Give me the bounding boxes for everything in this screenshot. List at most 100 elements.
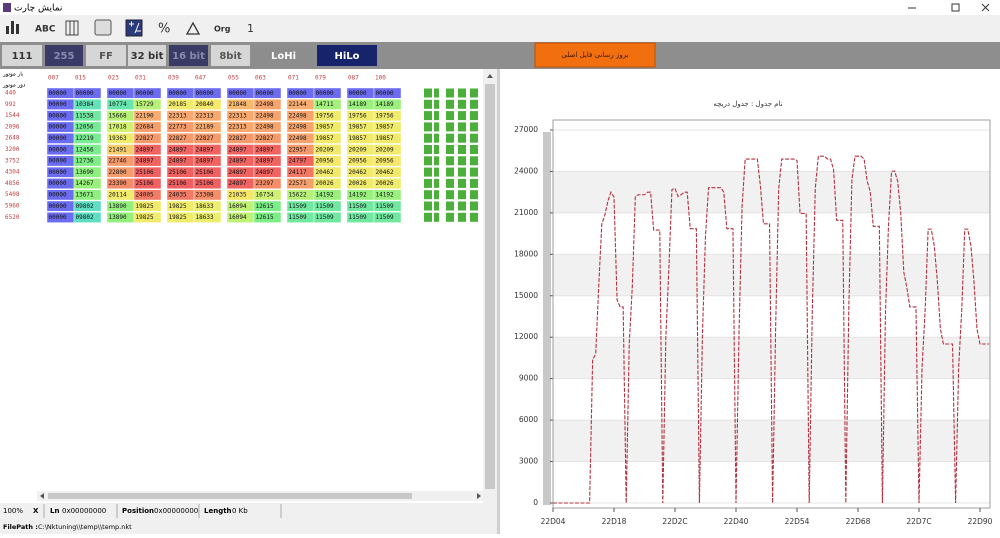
abc-button[interactable]: ABC: [35, 25, 56, 35]
format-button[interactable]: [45, 45, 83, 66]
cell-value: 13890: [109, 203, 127, 210]
format-button-label: LoHi: [271, 51, 296, 62]
cell-value: 24897: [169, 158, 187, 165]
cell-value: 12456: [76, 146, 94, 153]
cell-value: 22957: [289, 146, 307, 153]
status-block: [470, 111, 478, 121]
cell-value: 24035: [169, 192, 187, 199]
cell-value: 24897: [256, 169, 274, 176]
format-button[interactable]: [2, 45, 42, 66]
x-tick-label: 22D18: [602, 517, 627, 526]
format-button-label: 255: [54, 51, 75, 62]
cell: [73, 144, 102, 156]
cell: [73, 212, 102, 223]
plus-minus-icon[interactable]: [125, 19, 143, 37]
cell: [253, 155, 282, 167]
title-bar: [0, 0, 1000, 15]
scroll-up[interactable]: [487, 74, 493, 78]
status-block: [434, 111, 439, 121]
cell: [73, 110, 102, 122]
delta-button[interactable]: [185, 21, 201, 35]
columns-icon[interactable]: [65, 20, 79, 36]
h-scroll-thumb[interactable]: [48, 493, 412, 499]
close-x[interactable]: X: [33, 507, 39, 515]
cell-value: 00000: [49, 158, 67, 165]
cell-value: 15668: [109, 112, 127, 119]
cell-value: 00000: [49, 101, 67, 108]
window-title: نمایش چارت: [14, 4, 62, 14]
one-button[interactable]: 1: [247, 22, 254, 35]
cell: [133, 166, 162, 178]
cell-value: 00000: [49, 180, 67, 187]
cell-value: 19756: [349, 112, 367, 119]
cell-value: 14711: [316, 101, 334, 108]
x-tick-label: 22D7C: [906, 517, 931, 526]
cell-value: 21035: [229, 192, 247, 199]
status-block: [458, 145, 466, 154]
y-tick-label: 0: [533, 498, 538, 507]
cell-value: 24797: [289, 158, 307, 165]
cell-value: 13671: [76, 192, 94, 199]
format-button[interactable]: [253, 45, 314, 66]
status-block: [458, 190, 466, 200]
percent-button[interactable]: %: [158, 22, 170, 37]
cell-value: 25106: [169, 169, 187, 176]
status-block: [446, 145, 454, 154]
cell-value: 24897: [229, 158, 247, 165]
cell-value: 19825: [169, 203, 187, 210]
status-block: [434, 99, 439, 109]
format-button[interactable]: [86, 45, 126, 66]
v-scroll-thumb[interactable]: [485, 84, 495, 489]
cell-value: 19857: [316, 124, 334, 131]
cell-value: 20209: [349, 146, 367, 153]
length-label: Length: [204, 507, 232, 515]
cell-value: 22498: [289, 112, 307, 119]
cell: [313, 200, 342, 212]
format-button[interactable]: [128, 45, 166, 66]
column-header: 063: [255, 75, 266, 82]
cell-value: 00000: [49, 124, 67, 131]
cell-value: 24897: [136, 158, 154, 165]
cell-value: 13690: [76, 169, 94, 176]
org-button[interactable]: Org: [214, 25, 231, 34]
close[interactable]: [981, 3, 990, 12]
cell: [373, 121, 402, 133]
format-button-label: 16 bit: [172, 51, 205, 62]
org-icon[interactable]: [94, 19, 112, 36]
chart-scrollbar[interactable]: [543, 132, 551, 505]
cell-value: 00000: [136, 90, 154, 97]
format-button[interactable]: [211, 45, 250, 66]
status-block: [424, 99, 432, 109]
format-button[interactable]: [317, 45, 377, 66]
cell-value: 00000: [349, 90, 367, 97]
cell-value: 22190: [136, 112, 154, 119]
cell: [313, 155, 342, 167]
splitter[interactable]: [497, 69, 500, 534]
cell: [253, 144, 282, 156]
chart-icon[interactable]: [6, 21, 19, 34]
chart-panel: [500, 69, 1000, 534]
status-block: [470, 190, 478, 200]
cell-value: 15622: [289, 192, 307, 199]
cell-value: 10774: [109, 101, 127, 108]
cell: [193, 132, 222, 144]
cell-value: 22684: [136, 124, 154, 131]
format-button-label: 8bit: [219, 51, 242, 62]
format-button[interactable]: [169, 45, 208, 66]
restore[interactable]: [951, 3, 960, 12]
cell-value: 19857: [376, 124, 394, 131]
cell-value: 12615: [256, 214, 274, 221]
status-block: [446, 133, 454, 143]
cell: [373, 155, 402, 167]
cell: [73, 189, 102, 201]
cell-value: 00000: [229, 90, 247, 97]
cell-value: 22498: [289, 135, 307, 142]
x-tick-label: 22D2C: [662, 517, 687, 526]
cell-value: 00000: [49, 135, 67, 142]
y-tick-label: 6000: [519, 415, 538, 424]
update-button[interactable]: [534, 42, 656, 68]
plot-frame: [552, 119, 991, 509]
cell-value: 19857: [376, 135, 394, 142]
format-button-label: FF: [99, 51, 113, 62]
status-block: [470, 167, 478, 177]
